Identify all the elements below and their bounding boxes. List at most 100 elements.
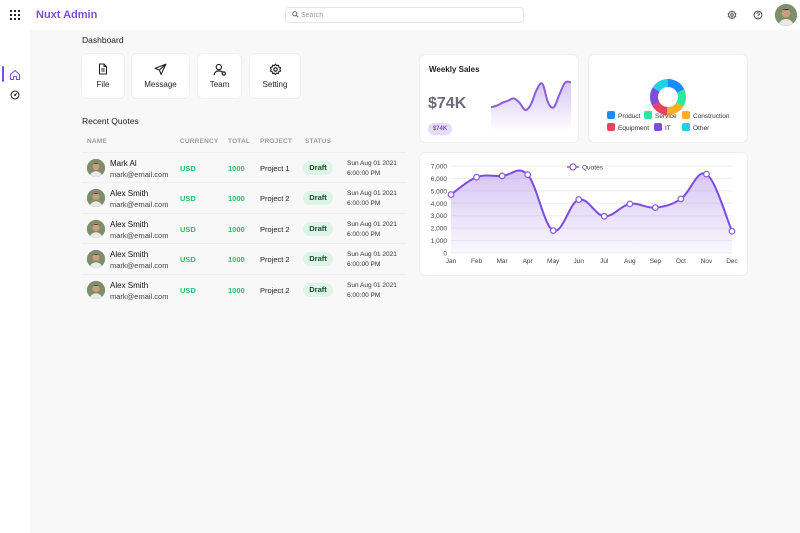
legend-label: IT <box>665 125 671 132</box>
avatar <box>87 250 105 269</box>
table-row[interactable]: Alex Smith mark@email.com USD 1000 Project 2… <box>82 182 406 212</box>
weekly-sales-sparkline <box>491 80 571 129</box>
weekly-sales-badge: $74K <box>428 123 452 135</box>
x-tick-label: May <box>547 258 560 265</box>
data-point <box>728 227 736 235</box>
search-box[interactable] <box>285 7 524 23</box>
column-header[interactable]: NAME <box>87 138 107 145</box>
pie-slice-service <box>676 89 686 107</box>
date-text: Sun Aug 01 2021 <box>347 251 397 259</box>
x-tick-label: Oct <box>676 258 686 265</box>
avatar[interactable] <box>775 4 797 26</box>
x-tick-label: Jul <box>600 258 609 265</box>
legend-item-it[interactable]: IT <box>654 123 671 132</box>
legend-item-product[interactable]: Product <box>607 111 640 120</box>
table-row[interactable]: Alex Smith mark@email.com USD 1000 Project 2… <box>82 243 406 273</box>
legend-swatch <box>682 111 690 119</box>
grid-icon[interactable] <box>10 10 20 20</box>
data-point <box>626 200 634 208</box>
avatar <box>87 159 105 177</box>
table-row[interactable]: Alex Smith mark@email.com USD 1000 Project 2… <box>82 212 406 243</box>
total-cell: 1000 <box>228 285 245 295</box>
data-point <box>677 195 685 203</box>
legend-item-construction[interactable]: Construction <box>682 111 730 120</box>
legend-item-equipment[interactable]: Equipment <box>607 123 649 132</box>
x-tick-label: Dec <box>726 258 738 265</box>
team-tile[interactable]: Team <box>198 54 241 98</box>
table-row[interactable]: Mark Al mark@email.com USD 1000 Project 1 Dra… <box>82 152 406 182</box>
status-badge: Draft <box>303 161 333 175</box>
pie-slice-it <box>650 87 660 106</box>
avatar <box>87 280 105 299</box>
gauge-icon[interactable] <box>10 90 20 100</box>
category-chart-card: Product Service Construction Equipment IT Oth… <box>589 55 747 142</box>
pie-slice-construction <box>666 102 684 115</box>
page-title: Dashboard <box>82 35 124 45</box>
date-cell: Sun Aug 01 2021 6:00:00 PM <box>347 281 397 301</box>
y-tick-label: 6,000 <box>431 176 448 183</box>
weekly-sales-value: $74K <box>428 95 467 112</box>
legend-label: Quotes <box>582 165 604 172</box>
customer-email: mark@email.com <box>110 261 169 271</box>
date-cell: Sun Aug 01 2021 6:00:00 PM <box>347 250 397 270</box>
section-title: Recent Quotes <box>82 116 139 126</box>
file-tile-label: File <box>96 80 110 89</box>
column-header[interactable]: TOTAL <box>228 138 251 145</box>
legend-item-other[interactable]: Other <box>682 123 709 132</box>
currency-cell: USD <box>180 194 196 204</box>
date-text: Sun Aug 01 2021 <box>347 160 397 167</box>
date-text: Sun Aug 01 2021 <box>347 220 397 228</box>
sparkline-series <box>491 80 571 112</box>
legend-swatch <box>644 111 652 119</box>
team-tile-label: Team <box>209 80 230 89</box>
time-text: 6:00:00 PM <box>347 230 381 238</box>
status-badge: Draft <box>303 282 333 297</box>
total-cell: 1000 <box>228 224 245 234</box>
customer-email: mark@email.com <box>110 170 169 179</box>
brand-title[interactable]: Nuxt Admin <box>36 9 98 21</box>
y-tick-label: 0 <box>443 251 447 258</box>
message-tile[interactable]: Message <box>132 54 189 98</box>
column-header[interactable]: CURRENCY <box>180 138 219 145</box>
quotes-line-chart: 0 1,000 2,000 3,000 4,000 5,000 6,000 7,000 Jan F… <box>431 163 739 265</box>
home-icon[interactable] <box>9 69 21 81</box>
file-tile[interactable]: File <box>82 54 124 98</box>
currency-cell: USD <box>180 164 196 173</box>
send-icon <box>154 63 167 75</box>
x-tick-label: Mar <box>496 258 508 265</box>
project-cell: Project 2 <box>260 224 290 234</box>
date-cell: Sun Aug 01 2021 6:00:00 PM <box>347 189 397 209</box>
pie-slice-product <box>667 79 685 94</box>
data-point <box>703 170 710 178</box>
data-point <box>447 191 455 198</box>
data-point <box>651 204 659 212</box>
column-header[interactable]: STATUS <box>305 138 332 145</box>
setting-tile[interactable]: Setting <box>250 54 300 98</box>
legend-label: Other <box>693 125 710 132</box>
total-cell: 1000 <box>228 255 245 265</box>
project-cell: Project 2 <box>260 194 290 204</box>
x-tick-label: Sep <box>650 258 662 265</box>
total-cell: 1000 <box>228 164 245 173</box>
sidebar-active-indicator <box>2 66 4 82</box>
legend-swatch <box>607 111 615 119</box>
weekly-sales-card: Weekly Sales $74K $74K <box>420 55 578 142</box>
column-header[interactable]: PROJECT <box>260 138 293 145</box>
legend-item-service[interactable]: Service <box>644 111 677 120</box>
currency-cell: USD <box>180 255 196 265</box>
search-input[interactable] <box>301 9 516 21</box>
data-point <box>524 171 532 179</box>
table-row[interactable]: Alex Smith mark@email.com USD 1000 Project 2… <box>82 273 406 304</box>
currency-cell: USD <box>180 224 196 234</box>
x-tick-label: Aug <box>624 258 636 265</box>
help-icon[interactable] <box>753 10 763 20</box>
time-text: 6:00:00 PM <box>347 170 381 177</box>
search-icon <box>292 11 299 18</box>
user-icon <box>213 63 227 76</box>
customer-name: Mark Al <box>110 159 137 168</box>
x-tick-label: Jan <box>446 258 457 265</box>
y-tick-label: 2,000 <box>431 226 448 233</box>
legend-swatch <box>607 123 615 131</box>
gear-icon[interactable] <box>727 10 737 20</box>
file-icon <box>99 63 107 75</box>
